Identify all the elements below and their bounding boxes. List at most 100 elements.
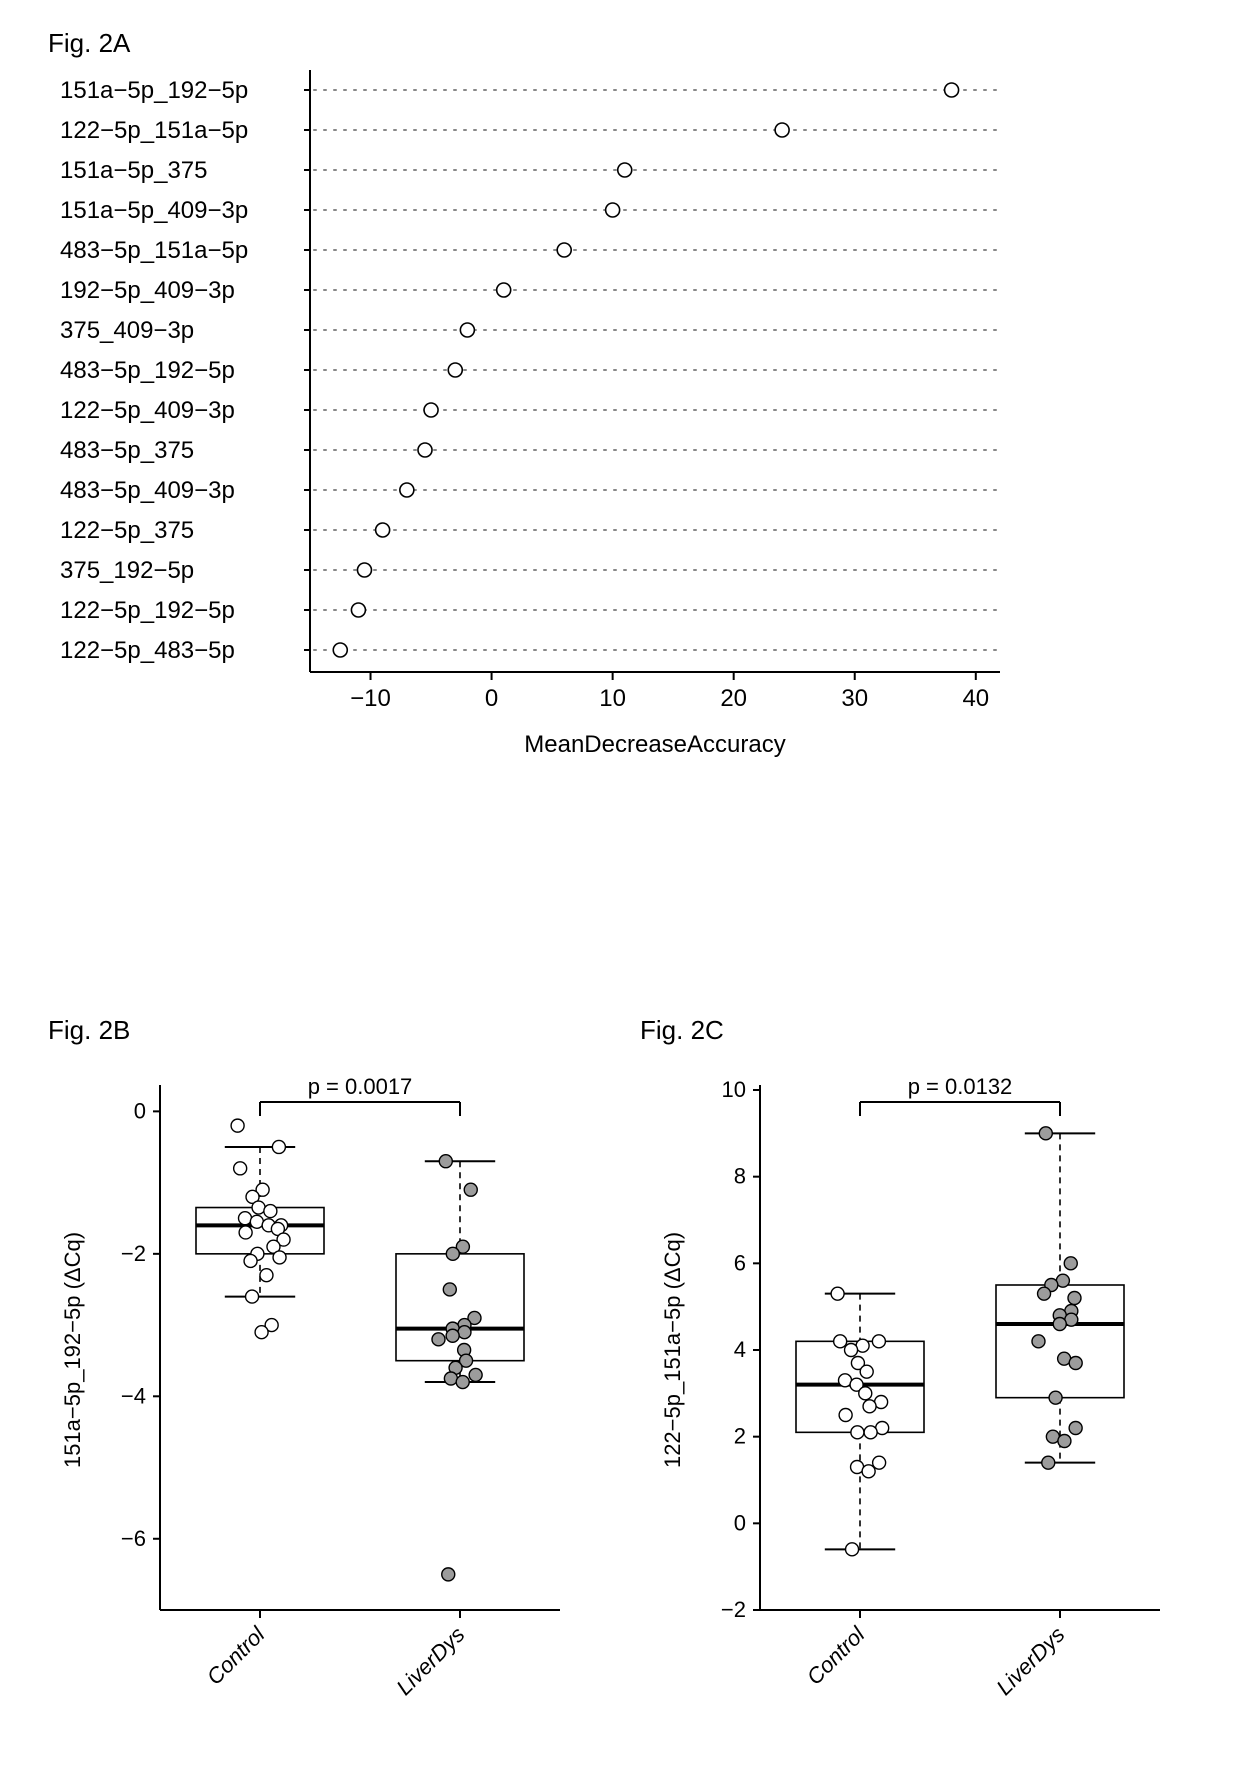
boxplot-point [444,1372,457,1385]
dotchart-row-label: 483−5p_409−3p [60,477,235,504]
dotchart-marker [557,243,571,257]
dotchart-marker [424,403,438,417]
dotchart-row-label: 375_409−3p [60,317,194,344]
boxplot-point [873,1456,886,1469]
boxplot-point [239,1212,252,1225]
dotchart-row-label: 122−5p_409−3p [60,397,235,424]
dotchart-row-label: 122−5p_151a−5p [60,117,248,144]
svg-text:8: 8 [734,1164,746,1189]
boxplot-point [862,1465,875,1478]
boxplot-point [442,1568,455,1581]
p-value-label: p = 0.0132 [908,1074,1013,1099]
boxplot-point [446,1247,459,1260]
boxplot-point [469,1368,482,1381]
boxplot-point [272,1140,285,1153]
boxplot-point [851,1426,864,1439]
boxplot-point [255,1326,268,1339]
svg-text:0: 0 [485,685,498,712]
dotchart-marker [606,203,620,217]
dotchart-marker [376,523,390,537]
svg-text:0: 0 [134,1098,146,1123]
boxplot-point [1053,1318,1066,1331]
boxplot-point [456,1376,469,1389]
dotchart-marker [497,283,511,297]
boxplot-point [872,1335,885,1348]
boxplot-point [252,1201,265,1214]
boxplot-point [1058,1435,1071,1448]
svg-text:10: 10 [599,685,626,712]
boxplot-point [234,1162,247,1175]
boxplot-category-label: LiverDys [991,1622,1069,1700]
boxplot-point [443,1283,456,1296]
dotchart-row-label: 151a−5p_192−5p [60,77,248,104]
boxplot-point [432,1333,445,1346]
boxplot-point [264,1205,277,1218]
boxplot-ylabel: 151a−5p_192−5p (ΔCq) [60,1232,85,1468]
boxplot-point [250,1215,263,1228]
dotchart-row-label: 483−5p_192−5p [60,357,235,384]
svg-text:4: 4 [734,1337,746,1362]
dotchart-marker [351,603,365,617]
dotchart-marker [618,163,632,177]
dotchart-marker [945,83,959,97]
boxplot-category-label: Control [202,1621,271,1690]
boxplot-point [831,1287,844,1300]
dotchart-row-label: 122−5p_375 [60,517,194,544]
svg-text:0: 0 [734,1510,746,1535]
p-value-label: p = 0.0017 [308,1074,413,1099]
boxplot-point [464,1183,477,1196]
boxplot-point [246,1290,259,1303]
boxplot-point [1049,1391,1062,1404]
boxplot-point [439,1155,452,1168]
boxplot-point [834,1335,847,1348]
boxplot-point [864,1426,877,1439]
boxplot-point [446,1329,459,1342]
dotchart-marker [418,443,432,457]
svg-text:2: 2 [734,1424,746,1449]
boxplot-category-label: LiverDys [391,1622,469,1700]
dotchart-mean-decrease-accuracy: 151a−5p_192−5p 122−5p_151a−5p 151a−5p_375 1… [0,0,1240,880]
dotchart-row-label: 483−5p_375 [60,437,194,464]
boxplot-point [859,1387,872,1400]
boxplot-151a-5p-192-5p: 0−2−4−6151a−5p_192−5p (ΔCq)p = 0.0017Con… [40,1050,600,1790]
boxplot-point [1064,1257,1077,1270]
dotchart-marker [448,363,462,377]
svg-text:6: 6 [734,1250,746,1275]
dotchart-marker [400,483,414,497]
fig-2b-label: Fig. 2B [48,1015,130,1046]
boxplot-point [244,1254,257,1267]
boxplot-point [839,1409,852,1422]
dotchart-row-label: 192−5p_409−3p [60,277,235,304]
dotchart-marker [775,123,789,137]
svg-text:−6: −6 [121,1526,146,1551]
boxplot-point [273,1251,286,1264]
boxplot-122-5p-151a-5p: −20246810122−5p_151a−5p (ΔCq)p = 0.0132C… [640,1050,1200,1790]
boxplot-point [1042,1456,1055,1469]
figure-page: Fig. 2A 151a−5p_192−5p122−5p_151a−5p151a… [0,0,1240,1787]
boxplot-point [1039,1127,1052,1140]
dotchart-row-label: 483−5p_151a−5p [60,237,248,264]
fig-2c-label: Fig. 2C [640,1015,724,1046]
boxplot-point [458,1326,471,1339]
svg-text:40: 40 [962,685,989,712]
boxplot-point [1032,1335,1045,1348]
boxplot-point [1069,1422,1082,1435]
boxplot-point [260,1269,273,1282]
dotchart-row-label: 122−5p_483−5p [60,637,235,664]
boxplot-point [1068,1292,1081,1305]
boxplot-point [860,1365,873,1378]
dotchart-row-label: 375_192−5p [60,557,194,584]
dotchart-marker [333,643,347,657]
dotchart-row-label: 122−5p_192−5p [60,597,235,624]
svg-text:−2: −2 [721,1597,746,1622]
svg-text:10: 10 [722,1077,746,1102]
boxplot-point [846,1543,859,1556]
svg-text:30: 30 [841,685,868,712]
svg-text:20: 20 [720,685,747,712]
svg-text:−2: −2 [121,1241,146,1266]
boxplot-category-label: Control [802,1621,871,1690]
dotchart-marker [460,323,474,337]
dotchart-row-label: 151a−5p_409−3p [60,197,248,224]
dotchart-row-label: 151a−5p_375 [60,157,208,184]
svg-text:−10: −10 [350,685,391,712]
